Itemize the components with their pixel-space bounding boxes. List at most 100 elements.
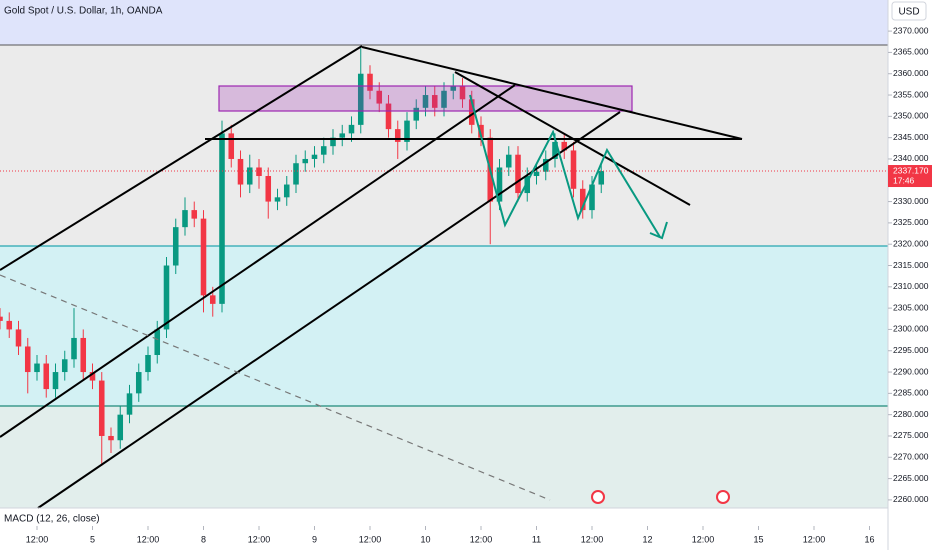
candle-body (172, 227, 179, 266)
candle-body (515, 154, 521, 194)
y-tick-label: 2320.000 (893, 238, 929, 248)
candle-body (422, 95, 429, 108)
y-tick-label: 2360.000 (893, 68, 929, 78)
candle-body (265, 176, 272, 202)
candle-body (191, 210, 198, 219)
x-tick-label: 8 (201, 534, 206, 544)
candle-body (43, 363, 50, 390)
indicator-label: MACD (12, 26, close) (4, 514, 100, 525)
candle-body (385, 103, 392, 130)
y-tick-label: 2290.000 (893, 366, 929, 376)
candle-body (598, 171, 605, 185)
candle-body (228, 133, 235, 159)
candle-body (413, 107, 420, 121)
candle-body (108, 435, 114, 441)
y-tick-label: 2260.000 (893, 494, 929, 504)
x-tick-label: 16 (864, 534, 874, 544)
x-tick-label: 12:00 (26, 534, 49, 544)
y-tick-label: 2295.000 (893, 345, 929, 355)
candle-body (542, 158, 549, 172)
candle-body (246, 167, 253, 185)
candle-body (200, 218, 207, 296)
candle-body (330, 137, 336, 147)
y-tick-label: 2315.000 (893, 260, 929, 270)
candle-body (283, 184, 290, 198)
candle-body (478, 124, 484, 138)
candle-body (394, 129, 401, 142)
candle-body (459, 86, 466, 100)
event-icon[interactable] (716, 490, 730, 504)
y-tick-label: 2300.000 (893, 324, 929, 334)
countdown: 17:46 (893, 175, 915, 185)
candle-body (376, 90, 383, 104)
y-tick-label: 2345.000 (893, 132, 929, 142)
y-tick-label: 2370.000 (893, 25, 929, 35)
x-tick-label: 10 (420, 534, 430, 544)
candle-body (496, 167, 503, 202)
x-tick-label: 12:00 (137, 534, 160, 544)
candle-body (163, 265, 170, 330)
candle-body (219, 133, 225, 304)
y-tick-label: 2350.000 (893, 111, 929, 121)
candle-body (0, 316, 3, 321)
candle-body (524, 176, 531, 194)
currency: USD (898, 7, 919, 18)
candle-body (505, 154, 512, 168)
candle-body (182, 210, 188, 228)
x-tick-label: 12 (642, 534, 652, 544)
candle-body (357, 73, 364, 125)
candle-body (579, 188, 586, 211)
event-icon[interactable] (591, 490, 605, 504)
y-tick-label: 2305.000 (893, 302, 929, 312)
candle-body (533, 171, 540, 177)
y-tick-label: 2365.000 (893, 47, 929, 57)
candle-body (34, 363, 40, 373)
currency-box[interactable] (891, 1, 927, 21)
zone-box (218, 85, 633, 112)
x-tick-label: 9 (312, 534, 317, 544)
candle-body (89, 372, 96, 381)
projection-arrow (649, 221, 668, 240)
zone-gray (0, 45, 888, 246)
candle-body (145, 355, 151, 373)
x-tick-label: 12:00 (803, 534, 826, 544)
trend-line (0, 84, 516, 438)
x-tick-label: 12:00 (470, 534, 493, 544)
candle-body (348, 124, 355, 134)
candle-body (135, 372, 142, 394)
candle-body (431, 95, 438, 108)
zone-green (0, 406, 888, 508)
candle-body (24, 346, 31, 373)
x-tick-label: 12:00 (359, 534, 382, 544)
candle-body (589, 184, 595, 211)
x-tick-label: 12:00 (581, 534, 604, 544)
candle-body (209, 295, 216, 304)
candle-body (71, 337, 77, 360)
candle-body (256, 167, 262, 177)
x-tick-label: 11 (532, 534, 541, 544)
drawings (0, 45, 743, 509)
y-tick-label: 2355.000 (893, 89, 929, 99)
candle-body (237, 158, 244, 185)
x-tick-label: 12:00 (248, 534, 271, 544)
y-tick-label: 2330.000 (893, 196, 929, 206)
chart-title: Gold Spot / U.S. Dollar, 1h, OANDA (4, 6, 163, 17)
y-tick-label: 2270.000 (893, 452, 929, 462)
price-axis (888, 0, 932, 550)
y-tick-label: 2275.000 (893, 430, 929, 440)
trend-line (37, 111, 621, 509)
y-tick-label: 2310.000 (893, 281, 929, 291)
candle-body (6, 320, 13, 330)
candle-body (126, 393, 133, 415)
y-tick-label: 2280.000 (893, 409, 929, 419)
candle-body (311, 154, 318, 159)
candle-body (302, 158, 309, 164)
candle-body (293, 163, 299, 185)
candle-body (339, 133, 346, 138)
candle-body (367, 73, 373, 91)
zone-cyan (0, 246, 888, 406)
candle-body (552, 141, 558, 159)
x-tick-label: 5 (90, 534, 95, 544)
y-tick-label: 2265.000 (893, 473, 929, 483)
